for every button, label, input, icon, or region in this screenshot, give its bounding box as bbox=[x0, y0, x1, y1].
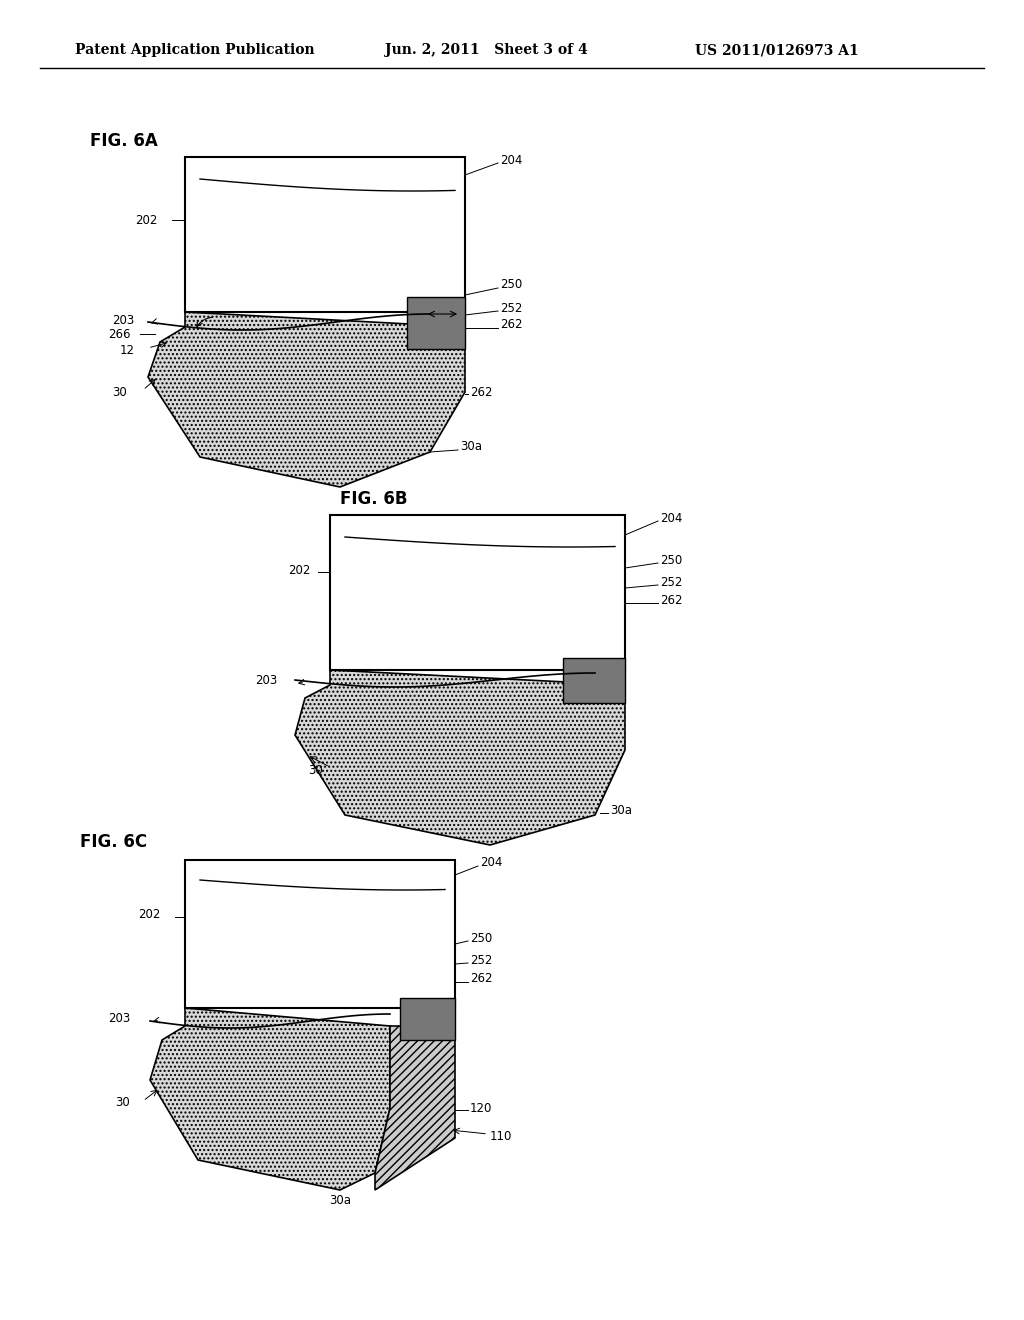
Text: Patent Application Publication: Patent Application Publication bbox=[75, 44, 314, 57]
Text: FIG. 6C: FIG. 6C bbox=[80, 833, 147, 851]
Bar bbox=[330, 515, 625, 671]
Polygon shape bbox=[150, 1008, 390, 1191]
Text: 252: 252 bbox=[660, 576, 682, 589]
Polygon shape bbox=[148, 312, 465, 487]
Text: FIG. 6A: FIG. 6A bbox=[90, 132, 158, 150]
Bar bbox=[563, 657, 625, 704]
Text: 202: 202 bbox=[138, 908, 161, 921]
Bar bbox=[185, 157, 465, 312]
Text: 262: 262 bbox=[660, 594, 683, 606]
Text: 203: 203 bbox=[255, 673, 278, 686]
Text: 262: 262 bbox=[500, 318, 522, 331]
Text: 110: 110 bbox=[490, 1130, 512, 1143]
Polygon shape bbox=[295, 671, 625, 845]
Text: 12: 12 bbox=[120, 343, 135, 356]
Text: 30a: 30a bbox=[460, 441, 482, 454]
Polygon shape bbox=[375, 1026, 455, 1191]
Text: 30: 30 bbox=[115, 1097, 130, 1110]
Text: 30a: 30a bbox=[610, 804, 632, 817]
Text: 252: 252 bbox=[470, 953, 493, 966]
Text: Jun. 2, 2011   Sheet 3 of 4: Jun. 2, 2011 Sheet 3 of 4 bbox=[385, 44, 588, 57]
Text: 120: 120 bbox=[470, 1101, 493, 1114]
Text: 252: 252 bbox=[500, 301, 522, 314]
Text: 30: 30 bbox=[308, 763, 323, 776]
Text: 250: 250 bbox=[470, 932, 493, 945]
Text: 266: 266 bbox=[108, 327, 130, 341]
Text: 250: 250 bbox=[500, 279, 522, 292]
Text: 202: 202 bbox=[288, 564, 310, 577]
Bar bbox=[185, 861, 455, 1008]
Text: FIG. 6B: FIG. 6B bbox=[340, 490, 408, 508]
Text: 30a: 30a bbox=[329, 1193, 351, 1206]
Text: US 2011/0126973 A1: US 2011/0126973 A1 bbox=[695, 44, 859, 57]
Text: 204: 204 bbox=[500, 153, 522, 166]
Text: 203: 203 bbox=[112, 314, 134, 326]
Text: 30: 30 bbox=[112, 385, 127, 399]
Text: 202: 202 bbox=[135, 214, 158, 227]
Text: 204: 204 bbox=[660, 511, 682, 524]
Text: 262: 262 bbox=[470, 972, 493, 985]
Text: 250: 250 bbox=[660, 553, 682, 566]
Text: 204: 204 bbox=[480, 857, 503, 870]
Bar bbox=[407, 297, 465, 348]
Bar bbox=[400, 998, 455, 1040]
Text: 262: 262 bbox=[470, 385, 493, 399]
Text: 203: 203 bbox=[108, 1011, 130, 1024]
